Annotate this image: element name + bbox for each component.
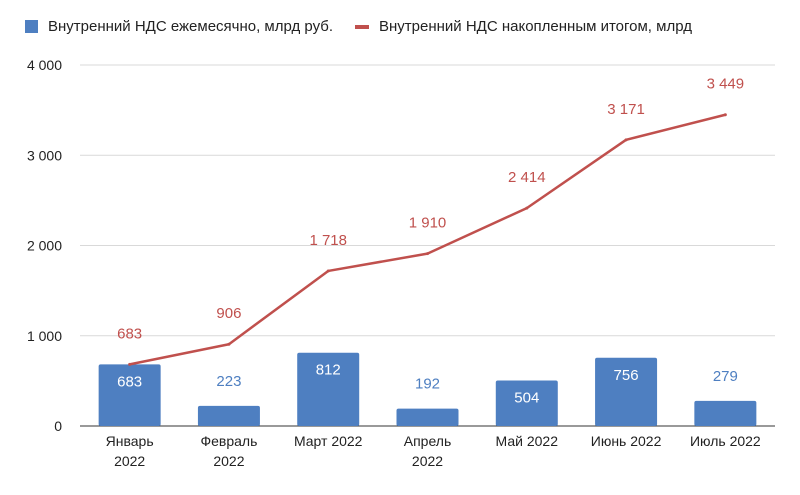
- bar-data-label: 279: [713, 368, 738, 385]
- cumulative-series-line: [129, 113, 726, 366]
- y-tick-label: 0: [54, 418, 62, 434]
- y-tick-label: 4 000: [27, 57, 62, 73]
- x-tick-label: Июль 2022: [690, 433, 761, 449]
- x-tick-label: Май 2022: [496, 433, 559, 449]
- bar: [197, 405, 260, 426]
- line-point: [326, 269, 330, 273]
- y-tick-label: 2 000: [27, 238, 62, 254]
- bar: [595, 357, 658, 426]
- bar: [98, 364, 161, 426]
- line-data-label: 2 414: [508, 169, 546, 186]
- line-point: [624, 138, 628, 142]
- legend-item-cumulative: Внутренний НДС накопленным итогом, млрд: [355, 18, 692, 35]
- x-tick-label: Март 2022: [294, 433, 363, 449]
- line-data-label: 1 910: [409, 215, 447, 232]
- line-point: [227, 342, 231, 346]
- line-point: [723, 113, 727, 117]
- legend-swatch-cumulative: [355, 24, 370, 29]
- bar: [396, 408, 459, 426]
- chart-legend: Внутренний НДС ежемесячно, млрд руб. Вну…: [25, 18, 714, 35]
- line-point: [426, 252, 429, 256]
- bar-data-label: 756: [614, 367, 639, 384]
- bar-data-label: 812: [316, 362, 341, 379]
- bar: [297, 352, 360, 426]
- x-tick-label: Февраль 2022: [200, 433, 257, 469]
- line-data-label: 683: [117, 325, 142, 342]
- line-data-label: 906: [216, 305, 241, 322]
- legend-item-monthly: Внутренний НДС ежемесячно, млрд руб.: [25, 18, 333, 35]
- line-point: [525, 206, 529, 210]
- x-tick-label: Январь 2022: [106, 433, 154, 469]
- legend-label-cumulative: Внутренний НДС накопленным итогом, млрд: [379, 18, 692, 35]
- x-tick-label: Апрель 2022: [404, 433, 452, 469]
- legend-label-monthly: Внутренний НДС ежемесячно, млрд руб.: [48, 18, 334, 35]
- line-data-label: 3 449: [707, 76, 745, 93]
- bar-data-label: 223: [216, 373, 241, 390]
- x-tick-label: Июнь 2022: [591, 433, 662, 449]
- line-data-label: 3 171: [607, 101, 645, 118]
- legend-swatch-monthly: [25, 20, 38, 33]
- bar-data-label: 683: [117, 373, 142, 390]
- y-tick-label: 3 000: [27, 147, 62, 163]
- y-tick-label: 1 000: [27, 328, 62, 344]
- line-data-label: 1 718: [309, 232, 347, 249]
- line-point: [128, 362, 132, 366]
- bar-data-label: 504: [514, 390, 539, 407]
- bar: [495, 380, 558, 426]
- bar-data-label: 192: [415, 376, 440, 393]
- bar: [694, 400, 757, 426]
